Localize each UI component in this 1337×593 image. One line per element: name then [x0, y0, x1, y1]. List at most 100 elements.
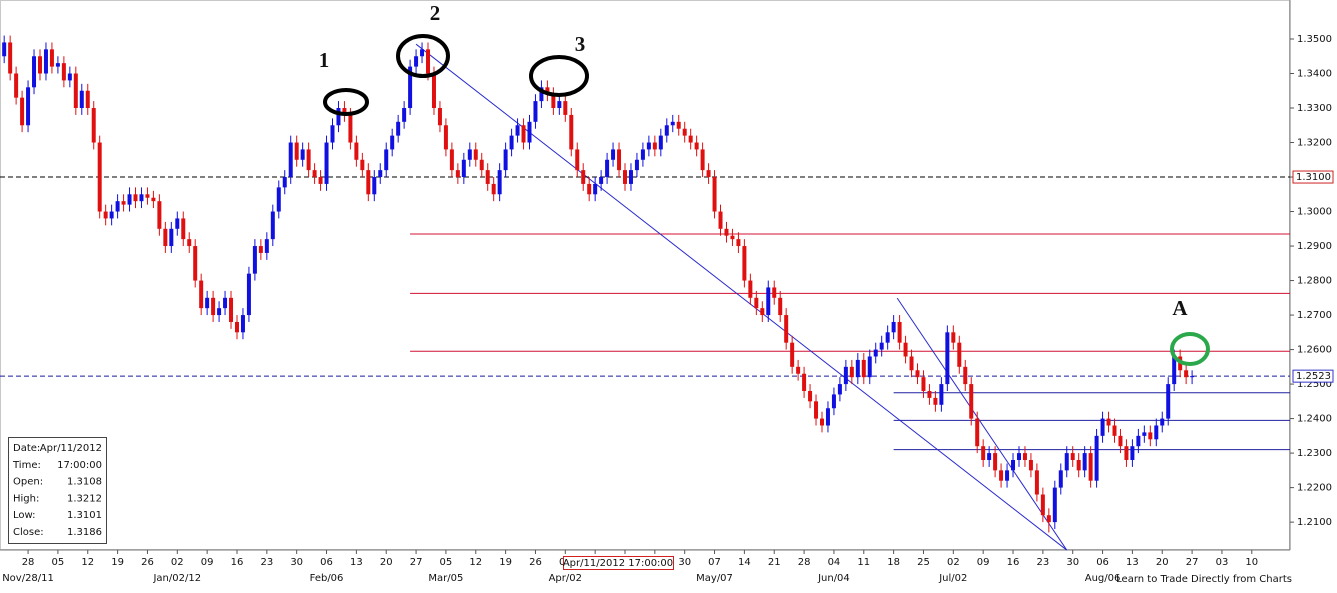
x-tick-label: 06 — [320, 557, 333, 568]
candle-body — [748, 280, 753, 298]
candle-body — [539, 87, 544, 102]
x-tick-label: 06 — [1096, 557, 1109, 568]
candle-body — [551, 94, 556, 109]
candle-body — [402, 108, 407, 122]
info-key: Date: — [13, 443, 40, 454]
candle-body — [521, 125, 526, 143]
candle-body — [611, 149, 616, 160]
candle-body — [169, 228, 174, 247]
x-tick-label: 12 — [469, 557, 482, 568]
candle-body — [37, 56, 42, 74]
month-label: Apr/02 — [549, 573, 582, 584]
candle-body — [1005, 470, 1010, 481]
candle-body — [211, 297, 216, 316]
footer-link[interactable]: Learn to Trade Directly from Charts — [1116, 574, 1292, 585]
candle-body — [897, 321, 902, 343]
x-tick-label: 03 — [1216, 557, 1229, 568]
x-tick-label: 23 — [1036, 557, 1049, 568]
month-label: May/07 — [696, 573, 733, 584]
candle-body — [1100, 418, 1105, 436]
x-tick-label: 12 — [81, 557, 94, 568]
candle-body — [354, 142, 359, 160]
candle-body — [1112, 425, 1117, 436]
info-value: 17:00:00 — [57, 460, 102, 471]
candle-body — [139, 194, 144, 202]
candle-body — [151, 197, 156, 202]
candle-body — [987, 453, 992, 461]
month-label: Mar/05 — [428, 573, 463, 584]
candle-body — [891, 321, 896, 333]
price-marker-box — [1292, 369, 1334, 383]
candle-body — [999, 470, 1004, 481]
candle-body — [951, 332, 956, 343]
candle-body — [55, 63, 60, 67]
candle-body — [133, 194, 138, 202]
y-tick-label: 1.3000 — [1297, 207, 1332, 218]
month-label: Jun/04 — [817, 573, 850, 584]
candle-body — [67, 73, 72, 81]
candle-body — [575, 149, 580, 171]
annotation-ellipse — [323, 88, 369, 116]
candle-body — [318, 177, 323, 184]
x-tick-label: 13 — [1126, 557, 1139, 568]
candle-body — [617, 149, 622, 171]
candle-body — [879, 342, 884, 350]
candle-body — [217, 308, 222, 316]
trendline — [896, 297, 1068, 551]
candle-body — [2, 42, 7, 57]
candle-body — [49, 49, 54, 67]
candle-body — [545, 87, 550, 95]
y-tick-label: 1.2500 — [1297, 379, 1332, 390]
candle-body — [20, 97, 25, 126]
candle-body — [306, 149, 311, 171]
y-tick-label: 1.3400 — [1297, 69, 1332, 80]
candle-body — [533, 101, 538, 122]
candle-body — [485, 170, 490, 184]
candle-body — [229, 297, 234, 322]
candle-body — [1040, 494, 1045, 516]
candle-body — [706, 170, 711, 178]
candle-body — [491, 183, 496, 195]
candle-body — [634, 159, 639, 171]
candle-body — [479, 159, 484, 171]
candle-body — [408, 66, 413, 109]
candle-body — [431, 73, 436, 109]
candle-body — [461, 159, 466, 178]
candle-body — [808, 390, 813, 402]
candle-body — [664, 125, 669, 136]
candle-body — [366, 170, 371, 195]
candle-body — [993, 453, 998, 471]
candle-body — [300, 149, 305, 160]
candle-body — [175, 218, 180, 229]
candle-body — [14, 73, 19, 98]
annotation-ellipse — [1170, 332, 1210, 366]
x-tick-label: 30 — [290, 557, 303, 568]
candle-body — [790, 342, 795, 367]
candle-body — [694, 142, 699, 150]
candle-body — [378, 170, 383, 178]
candle-body — [1052, 487, 1057, 523]
info-value: 1.3186 — [67, 527, 102, 538]
candle-body — [163, 228, 168, 247]
x-tick-label: 19 — [499, 557, 512, 568]
crosshair-label: Apr/11/2012 17:00:00 — [563, 558, 673, 569]
candle-body — [742, 246, 747, 281]
candle-body — [1076, 460, 1081, 471]
candle-body — [372, 177, 377, 195]
y-tick-label: 1.2800 — [1297, 276, 1332, 287]
y-tick-label: 1.2900 — [1297, 241, 1332, 252]
candle-body — [1106, 418, 1111, 426]
x-tick-label: 05 — [52, 557, 65, 568]
candle-body — [855, 359, 860, 378]
x-tick-label: 21 — [768, 557, 781, 568]
candle-body — [336, 108, 341, 126]
x-tick-label: 13 — [350, 557, 363, 568]
candle-body — [903, 342, 908, 357]
info-key: Time: — [12, 460, 41, 471]
candle-body — [1088, 453, 1093, 481]
candle-body — [766, 287, 771, 316]
x-tick-label: 19 — [111, 557, 124, 568]
candle-body — [85, 90, 90, 109]
candle-body — [473, 149, 478, 160]
